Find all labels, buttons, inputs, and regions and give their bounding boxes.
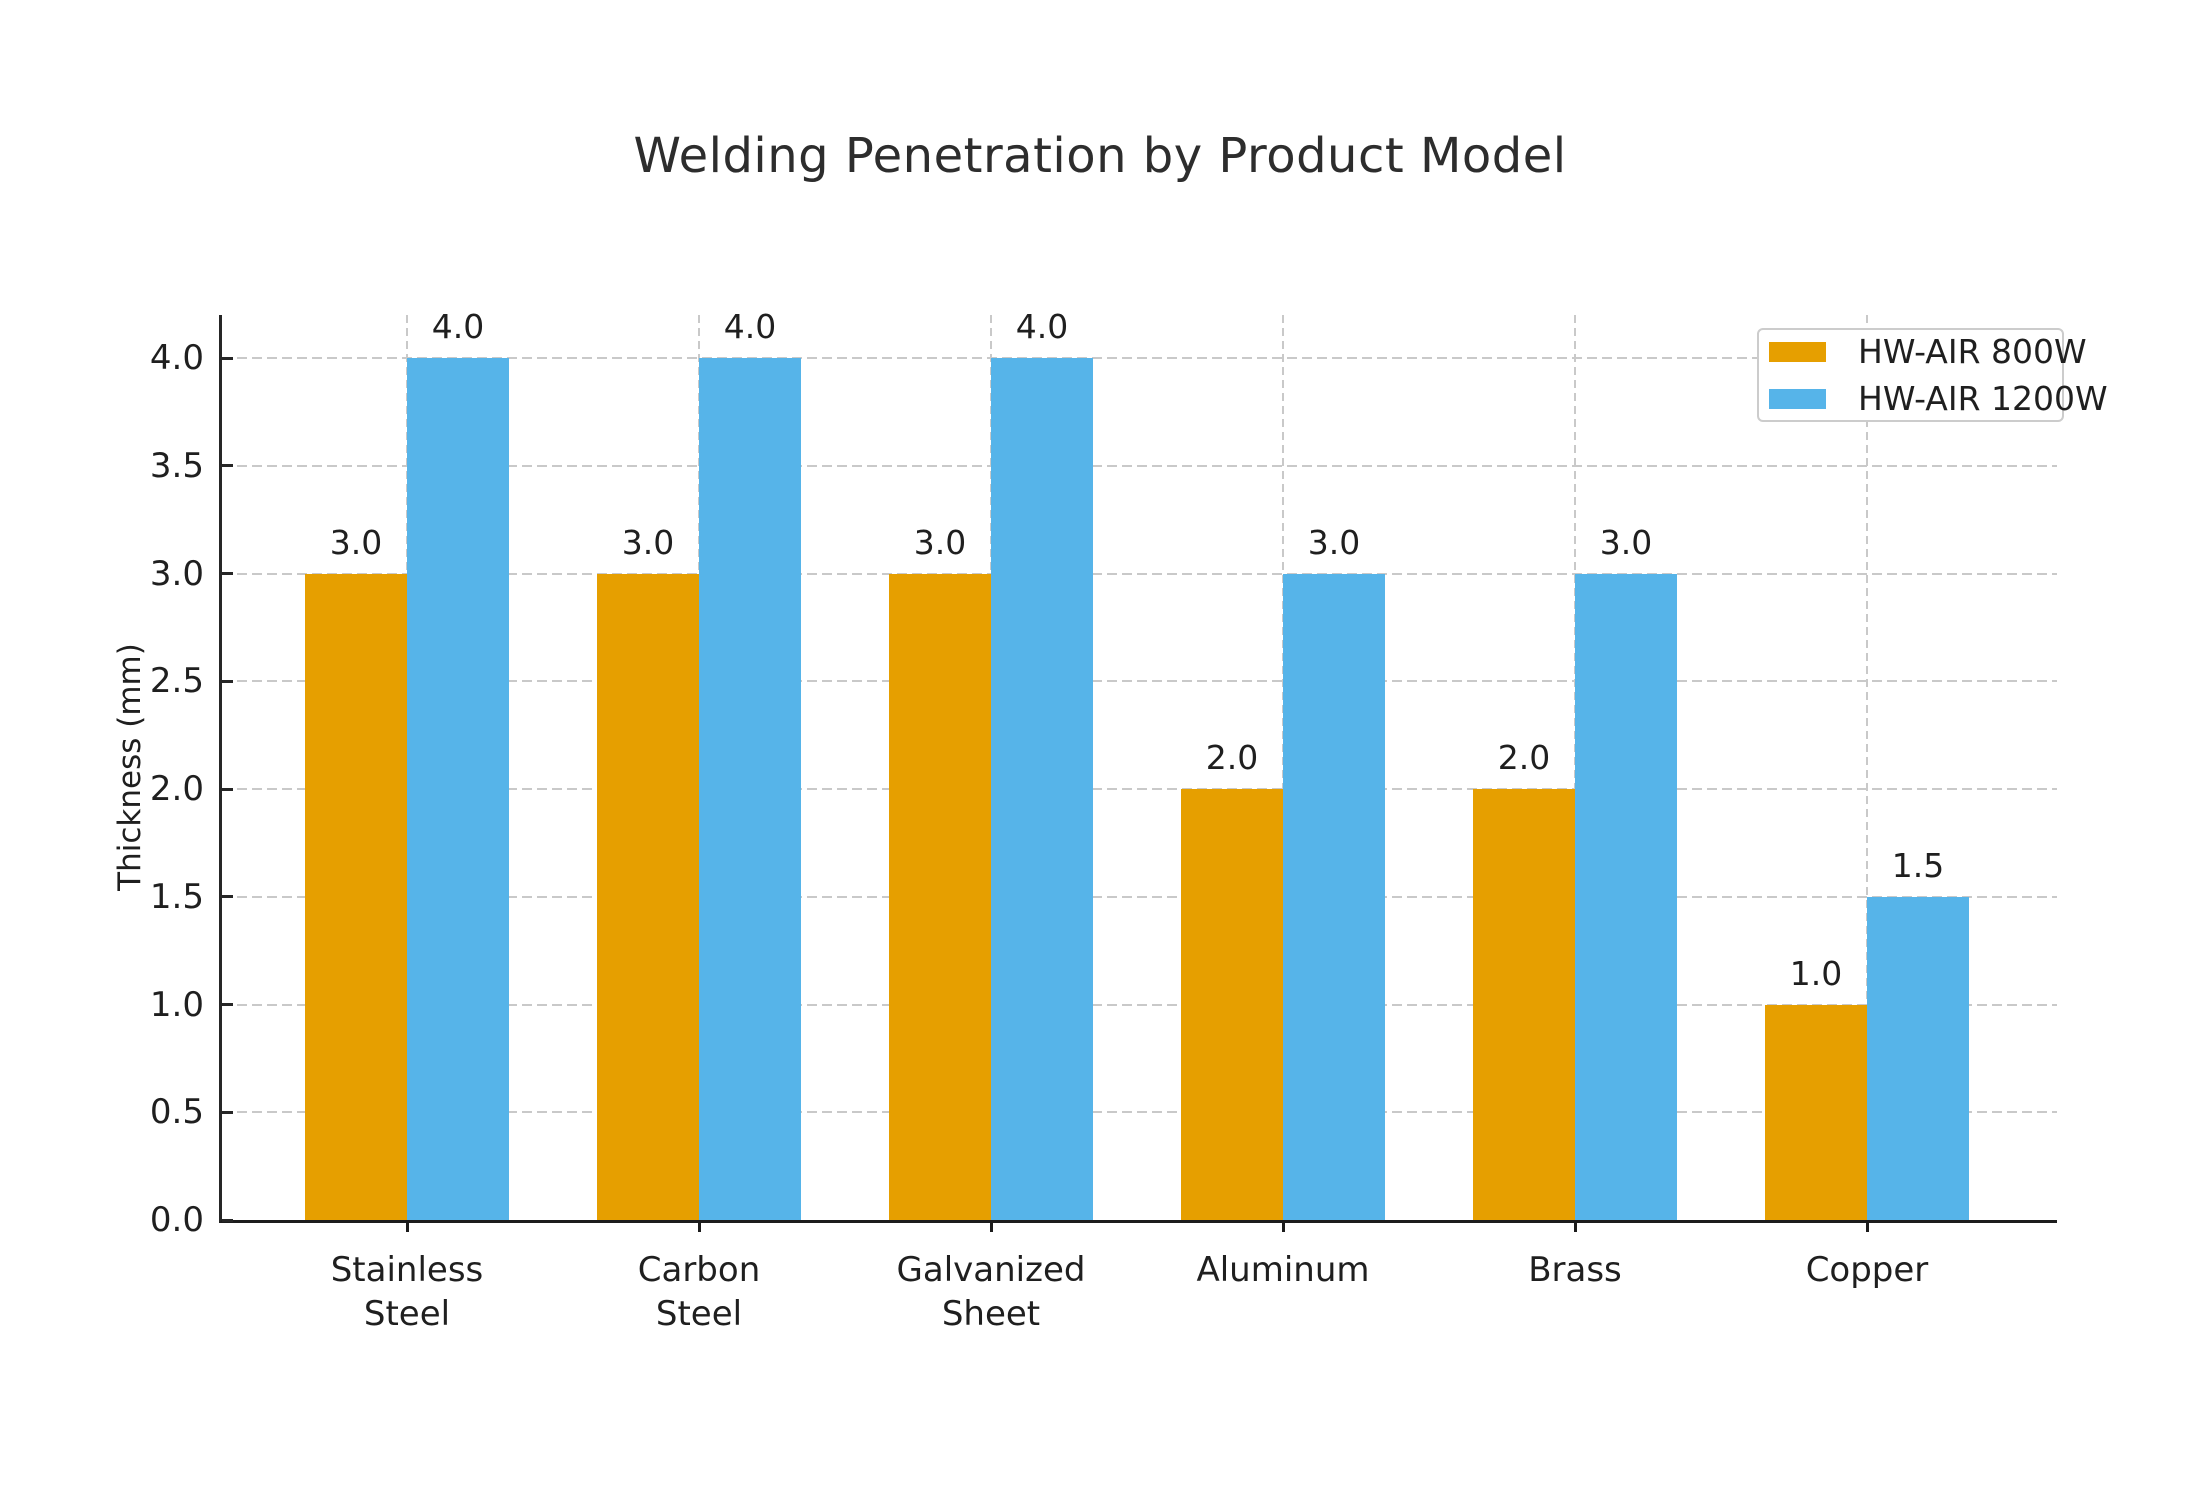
gridline-horizontal [222,1111,2057,1114]
bar-value-label: 2.0 [1497,738,1551,778]
y-tick-mark [222,356,233,360]
legend-label: HW-AIR 800W [1858,332,2087,371]
bar-hw-air-1200w [991,358,1093,1220]
bar-value-label: 4.0 [431,307,485,347]
bar-hw-air-1200w [1867,896,1969,1220]
bar-hw-air-1200w [1283,573,1385,1220]
bar-value-label: 4.0 [723,307,777,347]
bar-hw-air-1200w [699,358,801,1220]
gridline-horizontal [222,788,2057,791]
gridline-horizontal [222,357,2057,360]
y-tick-label: 1.0 [149,984,204,1025]
legend-swatch-series-1200w [1769,388,1826,409]
bar-value-label: 3.0 [329,522,383,562]
y-tick-label: 3.0 [149,553,204,594]
bar-hw-air-800w [1765,1004,1867,1220]
bar-hw-air-1200w [1575,573,1677,1220]
y-tick-label: 2.0 [149,769,204,810]
bar-hw-air-800w [597,573,699,1220]
bar-hw-air-1200w [407,358,509,1220]
y-tick-label: 1.5 [149,876,204,917]
x-tick-mark [1865,1223,1869,1232]
bar-value-label: 4.0 [1015,307,1069,347]
x-tick-label: Stainless Steel [330,1250,484,1334]
bar-hw-air-800w [1181,789,1283,1220]
legend-entry: HW-AIR 800W [1769,332,2087,371]
x-tick-mark [989,1223,993,1232]
y-tick-mark [222,787,233,791]
gridline-horizontal [222,895,2057,898]
chart-title: Welding Penetration by Product Model [633,128,1567,184]
bar-value-label: 3.0 [913,522,967,562]
y-tick-label: 2.5 [149,661,204,702]
x-tick-label: Galvanized Sheet [896,1250,1086,1334]
x-tick-label: Copper [1805,1250,1929,1290]
bar-value-label: 2.0 [1205,738,1259,778]
x-tick-mark [405,1223,409,1232]
y-tick-mark [222,679,233,683]
bar-value-label: 1.0 [1789,953,1843,993]
bar-value-label: 1.5 [1891,845,1945,885]
gridline-horizontal [222,1003,2057,1006]
x-tick-mark [1281,1223,1285,1232]
bar-value-label: 3.0 [621,522,675,562]
y-tick-label: 3.5 [149,445,204,486]
x-tick-label: Carbon Steel [637,1250,761,1334]
bar-value-label: 3.0 [1599,522,1653,562]
gridline-vertical [1866,315,1868,1220]
plot-area: 3.0 3.0 3.0 2.0 2.0 1.0 4.0 4.0 4.0 3.0 3.0 1.5 [219,307,2057,1232]
y-tick-mark [222,1110,233,1114]
bar-hw-air-800w [305,573,407,1220]
gridline-horizontal [222,572,2057,575]
x-tick-mark [697,1223,701,1232]
y-tick-mark [222,1003,233,1007]
y-tick-mark [222,464,233,468]
bar-hw-air-800w [889,573,991,1220]
y-tick-label: 0.0 [149,1200,204,1240]
gridline-horizontal [222,680,2057,683]
bar-value-label: 3.0 [1307,522,1361,562]
y-tick-mark [222,895,233,899]
y-tick-mark [222,572,233,576]
gridline-horizontal [222,464,2057,467]
y-tick-label: 4.0 [149,338,204,379]
x-tick-label: Brass [1528,1250,1622,1290]
y-tick-label: 0.5 [149,1092,204,1133]
legend: HW-AIR 800W HW-AIR 1200W [1757,328,2108,422]
legend-swatch-series-800w [1769,341,1826,362]
x-tick-mark [1573,1223,1577,1232]
legend-label: HW-AIR 1200W [1858,379,2108,418]
bar-hw-air-800w [1473,789,1575,1220]
legend-entry: HW-AIR 1200W [1769,379,2108,418]
y-tick-mark [222,1218,233,1222]
x-tick-label: Aluminum [1196,1250,1370,1290]
